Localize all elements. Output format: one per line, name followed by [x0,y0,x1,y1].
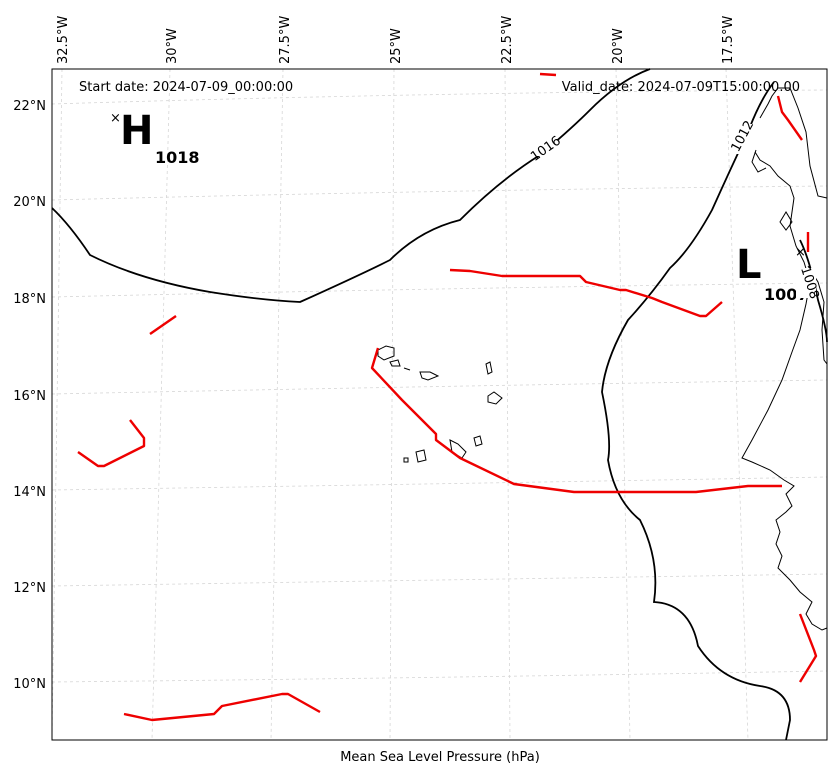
high-pressure-center: × H 1018 [110,108,200,167]
fronts [77,72,818,722]
lon-tick: 17.5°W [721,16,736,64]
isobar-1016 [51,68,651,303]
lat-tick: 16°N [13,389,46,404]
isobar-labels: 1016 1012 1008 [528,118,822,301]
high-center-marker: × [110,111,121,126]
map-caption: Mean Sea Level Pressure (hPa) [340,750,540,765]
isobar-1008 [799,239,828,343]
valid-date-text: Valid_date: 2024-07-09T15:00:00.00 [562,80,800,95]
low-center-label: L [736,242,762,288]
map-frame [51,68,828,741]
lon-tick: 27.5°W [278,16,293,64]
graticule [51,68,828,741]
lat-tick: 12°N [13,581,46,596]
latitude-ticks: 22°N 20°N 18°N 16°N 14°N 12°N 10°N [13,99,46,692]
start-date-text: Start date: 2024-07-09_00:00:00 [79,80,293,95]
lon-tick: 22.5°W [500,16,515,64]
isobars [51,68,828,741]
isobar-1012 [601,81,791,741]
lat-tick: 10°N [13,677,46,692]
low-center-marker: × [795,245,806,260]
lat-tick: 22°N [13,99,46,114]
lon-tick: 25°W [389,28,404,64]
high-center-label: H [120,108,153,154]
lat-tick: 14°N [13,485,46,500]
coastline-africa [741,87,828,631]
longitude-ticks: 32.5°W 30°W 27.5°W 25°W 22.5°W 20°W 17.5… [56,16,736,64]
cape-verde-islands [377,345,503,463]
lon-tick: 32.5°W [56,16,71,64]
lon-tick: 20°W [611,28,626,64]
lon-tick: 30°W [165,28,180,64]
isobar-label-1016: 1016 [528,133,564,164]
lat-tick: 18°N [13,292,46,307]
lat-tick: 20°N [13,195,46,210]
high-center-value: 1018 [155,148,200,167]
